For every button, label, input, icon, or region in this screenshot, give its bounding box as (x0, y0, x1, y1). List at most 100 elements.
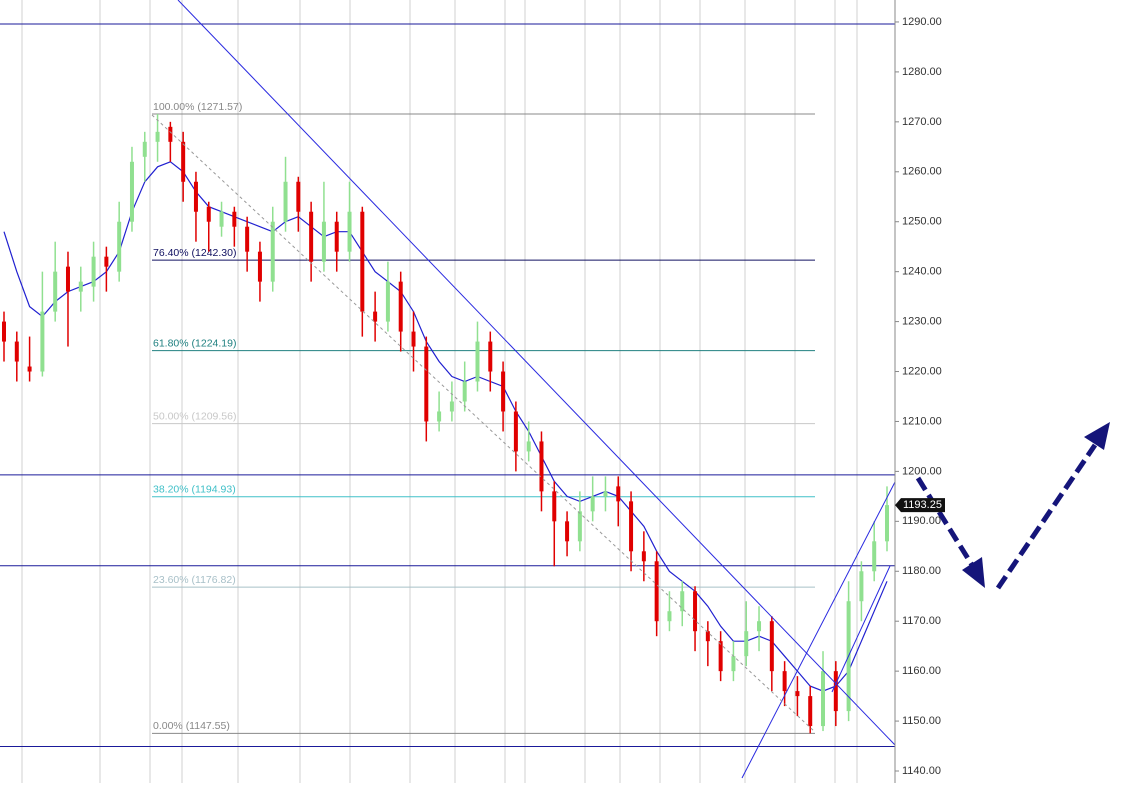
bar-body (142, 141, 147, 157)
bar-body (616, 486, 621, 502)
fib-label: 61.80% (1224.19) (153, 337, 236, 349)
fib-label: 23.60% (1176.82) (153, 574, 236, 586)
bar-body (821, 671, 826, 727)
bar-body (449, 401, 454, 412)
moving-average (3, 161, 888, 692)
bar-body (398, 281, 403, 332)
y-tick-label: 1240.00 (902, 266, 942, 278)
bar-body (129, 161, 134, 222)
bar-body (885, 505, 889, 542)
bar-body (475, 341, 480, 382)
bar-body (654, 561, 659, 622)
bar-body (373, 311, 378, 322)
forecast-arrows (915, 422, 1110, 590)
bar-body (104, 256, 109, 267)
bar-body (462, 381, 467, 402)
y-tick-label: 1270.00 (902, 116, 942, 128)
bar-body (718, 641, 723, 672)
fib-diagonal (151, 114, 816, 733)
price-tag (895, 498, 945, 513)
bar-body (769, 621, 774, 672)
bar-body (91, 256, 96, 287)
bar-body (680, 591, 685, 612)
bar-body (14, 341, 19, 362)
bar-body (181, 141, 186, 182)
bar-body (334, 221, 339, 252)
bar-body (232, 211, 237, 227)
trendline (831, 565, 891, 693)
bar-body (257, 251, 262, 282)
bar-body (206, 206, 211, 222)
bar-body (705, 631, 710, 642)
bar-body (513, 411, 518, 452)
y-tick-label: 1280.00 (902, 66, 942, 78)
bar-body (245, 226, 250, 252)
bar-body (590, 496, 595, 512)
bar-body (782, 671, 787, 692)
bar-body (2, 321, 6, 342)
bar-body (488, 341, 493, 372)
bar-body (270, 221, 275, 282)
y-tick-label: 1170.00 (902, 615, 941, 627)
bar-body (539, 441, 544, 492)
bar-body (437, 411, 442, 422)
bar-body (565, 521, 570, 542)
arrow-up (995, 443, 1098, 590)
bar-body (360, 211, 365, 312)
bar-body (757, 621, 762, 632)
bar-body (347, 211, 352, 252)
bar-body (744, 631, 749, 657)
bar-body (283, 181, 288, 222)
bar-body (501, 371, 506, 412)
trendline (177, 0, 896, 746)
y-tick-label: 1140.00 (902, 765, 941, 777)
fib-label: 50.00% (1209.56) (153, 410, 236, 422)
bar-body (641, 551, 646, 562)
bar-body (117, 221, 122, 272)
plot: 100.00% (1271.57) 76.40% (1242.30) 61.80% … (0, 23, 895, 748)
bar-body (411, 331, 416, 347)
bar-body (65, 266, 70, 292)
arrow-down (915, 476, 975, 567)
y-tick-label: 1160.00 (902, 665, 941, 677)
bar-body (859, 571, 864, 602)
bar-body (603, 491, 608, 497)
bar-body (193, 181, 198, 212)
fib-label: 76.40% (1242.30) (153, 247, 236, 259)
y-tick-label: 1190.00 (902, 515, 941, 527)
y-tick-label: 1250.00 (902, 216, 942, 228)
bar-body (309, 211, 314, 262)
arrow-head (962, 557, 985, 588)
trendlines (151, 0, 896, 779)
fib-label: 38.20% (1194.93) (153, 483, 236, 495)
bar-body (40, 311, 45, 372)
vertical-grid (21, 0, 858, 783)
bar-body (78, 281, 83, 292)
fib-label: 100.00% (1271.57) (153, 101, 242, 113)
bar-body (552, 491, 557, 522)
bar-body (808, 696, 813, 727)
bar-body (168, 126, 173, 142)
y-tick-label: 1210.00 (902, 415, 942, 427)
y-tick-label: 1290.00 (902, 16, 942, 28)
bar-body (219, 211, 224, 227)
fib-label: 0.00% (1147.55) (153, 720, 230, 732)
bar-body (872, 541, 877, 572)
bar-body (577, 511, 582, 542)
y-tick-label: 1260.00 (902, 166, 942, 178)
bar-body (833, 671, 838, 712)
bar-body (731, 656, 736, 672)
bar-body (296, 181, 301, 212)
bar-body (693, 591, 698, 632)
bar-body (385, 281, 390, 322)
trendline (741, 481, 896, 779)
bar-body (526, 441, 531, 452)
bar-body (155, 131, 160, 142)
bar-body (795, 691, 800, 697)
y-tick-label: 1200.00 (902, 465, 942, 477)
bar-body (321, 221, 326, 262)
y-tick-label: 1180.00 (902, 565, 941, 577)
y-tick-label: 1150.00 (902, 715, 941, 727)
